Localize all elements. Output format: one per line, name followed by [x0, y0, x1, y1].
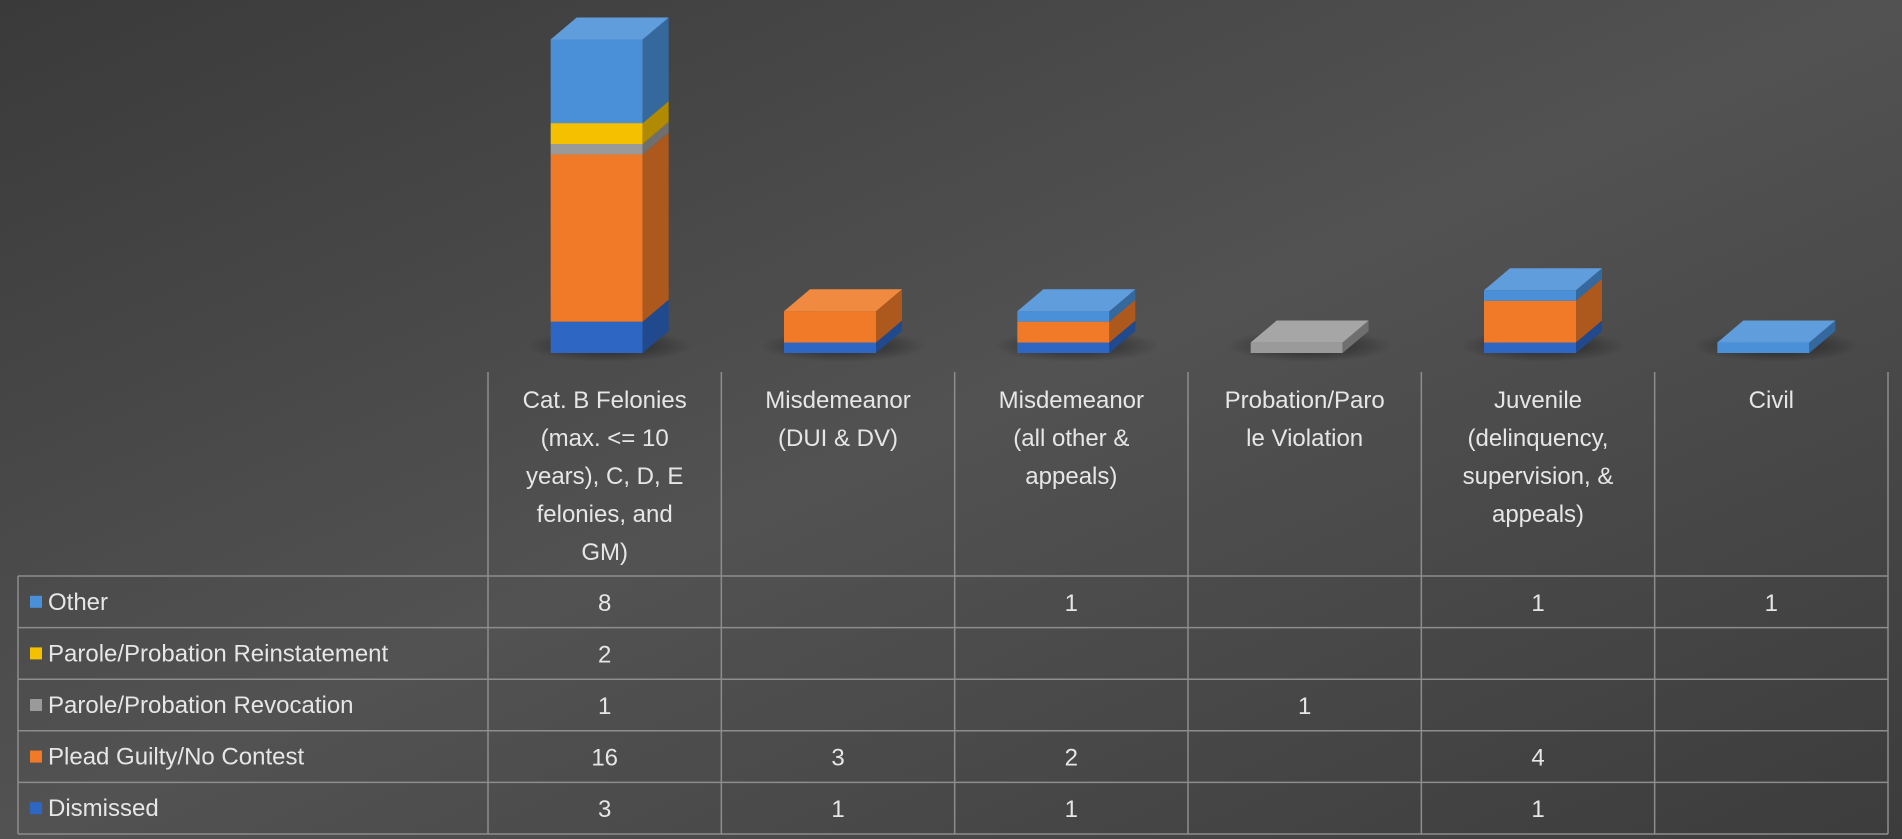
bar-segment-dismissed: [1017, 320, 1136, 353]
data-label: 1: [1298, 693, 1311, 720]
category-label: Civil: [1749, 387, 1794, 414]
category-label: felonies, and: [537, 501, 673, 528]
data-label: 4: [1531, 745, 1544, 772]
category-label: Juvenile: [1494, 387, 1582, 414]
category-label: GM): [581, 539, 628, 566]
category-label: supervision, &: [1463, 463, 1614, 490]
legend-key-dismissed: [30, 802, 42, 815]
bar-segment-other: [1717, 320, 1836, 353]
legend-key-other: [30, 595, 42, 608]
category-label: Misdemeanor: [999, 387, 1144, 414]
bar-segment-plead-guilty-no-contest: [550, 132, 669, 322]
table-row-plead-guilty-no-contest: Plead Guilty/No Contest 16 3 2 4: [30, 744, 1545, 772]
category-label: (all other &: [1013, 425, 1129, 452]
data-label: 3: [598, 796, 611, 823]
category-label: (max. <= 10: [541, 425, 669, 452]
series-label: Plead Guilty/No Contest: [48, 744, 304, 771]
data-label: 1: [1765, 590, 1778, 617]
data-label: 1: [831, 796, 844, 823]
bar-segment-dismissed: [784, 320, 902, 353]
bar-segment-parole-probation-revocation: [1250, 320, 1369, 353]
data-label: 1: [1065, 590, 1078, 617]
data-label: 1: [598, 693, 611, 720]
bar-segment-parole-probation-reinstatement: [550, 101, 669, 144]
table-row-other: Other 8 1 1 1: [30, 589, 1778, 617]
category-label: Probation/Paro: [1225, 387, 1385, 414]
table-row-parole-probation-revocation: Parole/Probation Revocation 1 1: [30, 692, 1311, 720]
series-label: Dismissed: [48, 795, 159, 822]
legend-key-parole-probation-revocation: [30, 699, 42, 711]
table-row-parole-probation-reinstatement: Parole/Probation Reinstatement 2: [30, 640, 611, 668]
data-table: Cat. B Felonies (max. <= 10 years), C, D, …: [17, 372, 1889, 835]
bar-segment-parole-probation-revocation: [550, 122, 669, 155]
category-label: le Violation: [1246, 425, 1363, 452]
series-label: Parole/Probation Reinstatement: [48, 640, 389, 667]
data-label: 2: [1065, 745, 1078, 772]
data-label: 1: [1531, 590, 1544, 617]
bar-segment-other: [1484, 268, 1602, 301]
bar-segment-plead-guilty-no-contest: [1017, 299, 1136, 343]
bar-segment-dismissed: [1484, 320, 1602, 353]
bars-layer: [526, 17, 1860, 362]
data-label: 16: [591, 745, 618, 772]
category-label: Misdemeanor: [765, 387, 910, 414]
category-label: years), C, D, E: [526, 463, 683, 490]
table-row-dismissed: Dismissed 3 1 1 1: [30, 795, 1545, 823]
bar-segment-other: [550, 17, 669, 124]
bar-segment-plead-guilty-no-contest: [1484, 278, 1602, 343]
bar-segment-other: [1017, 289, 1136, 322]
legend-key-parole-probation-reinstatement: [30, 647, 42, 660]
category-label: (delinquency,: [1468, 425, 1609, 452]
data-label: 1: [1531, 796, 1544, 823]
data-label: 1: [1065, 796, 1078, 823]
category-label: appeals): [1025, 463, 1117, 490]
series-label: Parole/Probation Revocation: [48, 692, 354, 719]
series-label: Other: [48, 589, 108, 616]
data-label: 8: [598, 590, 611, 617]
legend-key-plead-guilty-no-contest: [30, 750, 42, 763]
category-label: appeals): [1492, 501, 1584, 528]
data-label: 3: [831, 745, 844, 772]
category-label: (DUI & DV): [778, 425, 898, 452]
data-label: 2: [598, 641, 611, 668]
bar-segment-dismissed: [550, 299, 669, 353]
bar-segment-plead-guilty-no-contest: [784, 289, 902, 343]
category-label: Cat. B Felonies: [523, 387, 687, 414]
